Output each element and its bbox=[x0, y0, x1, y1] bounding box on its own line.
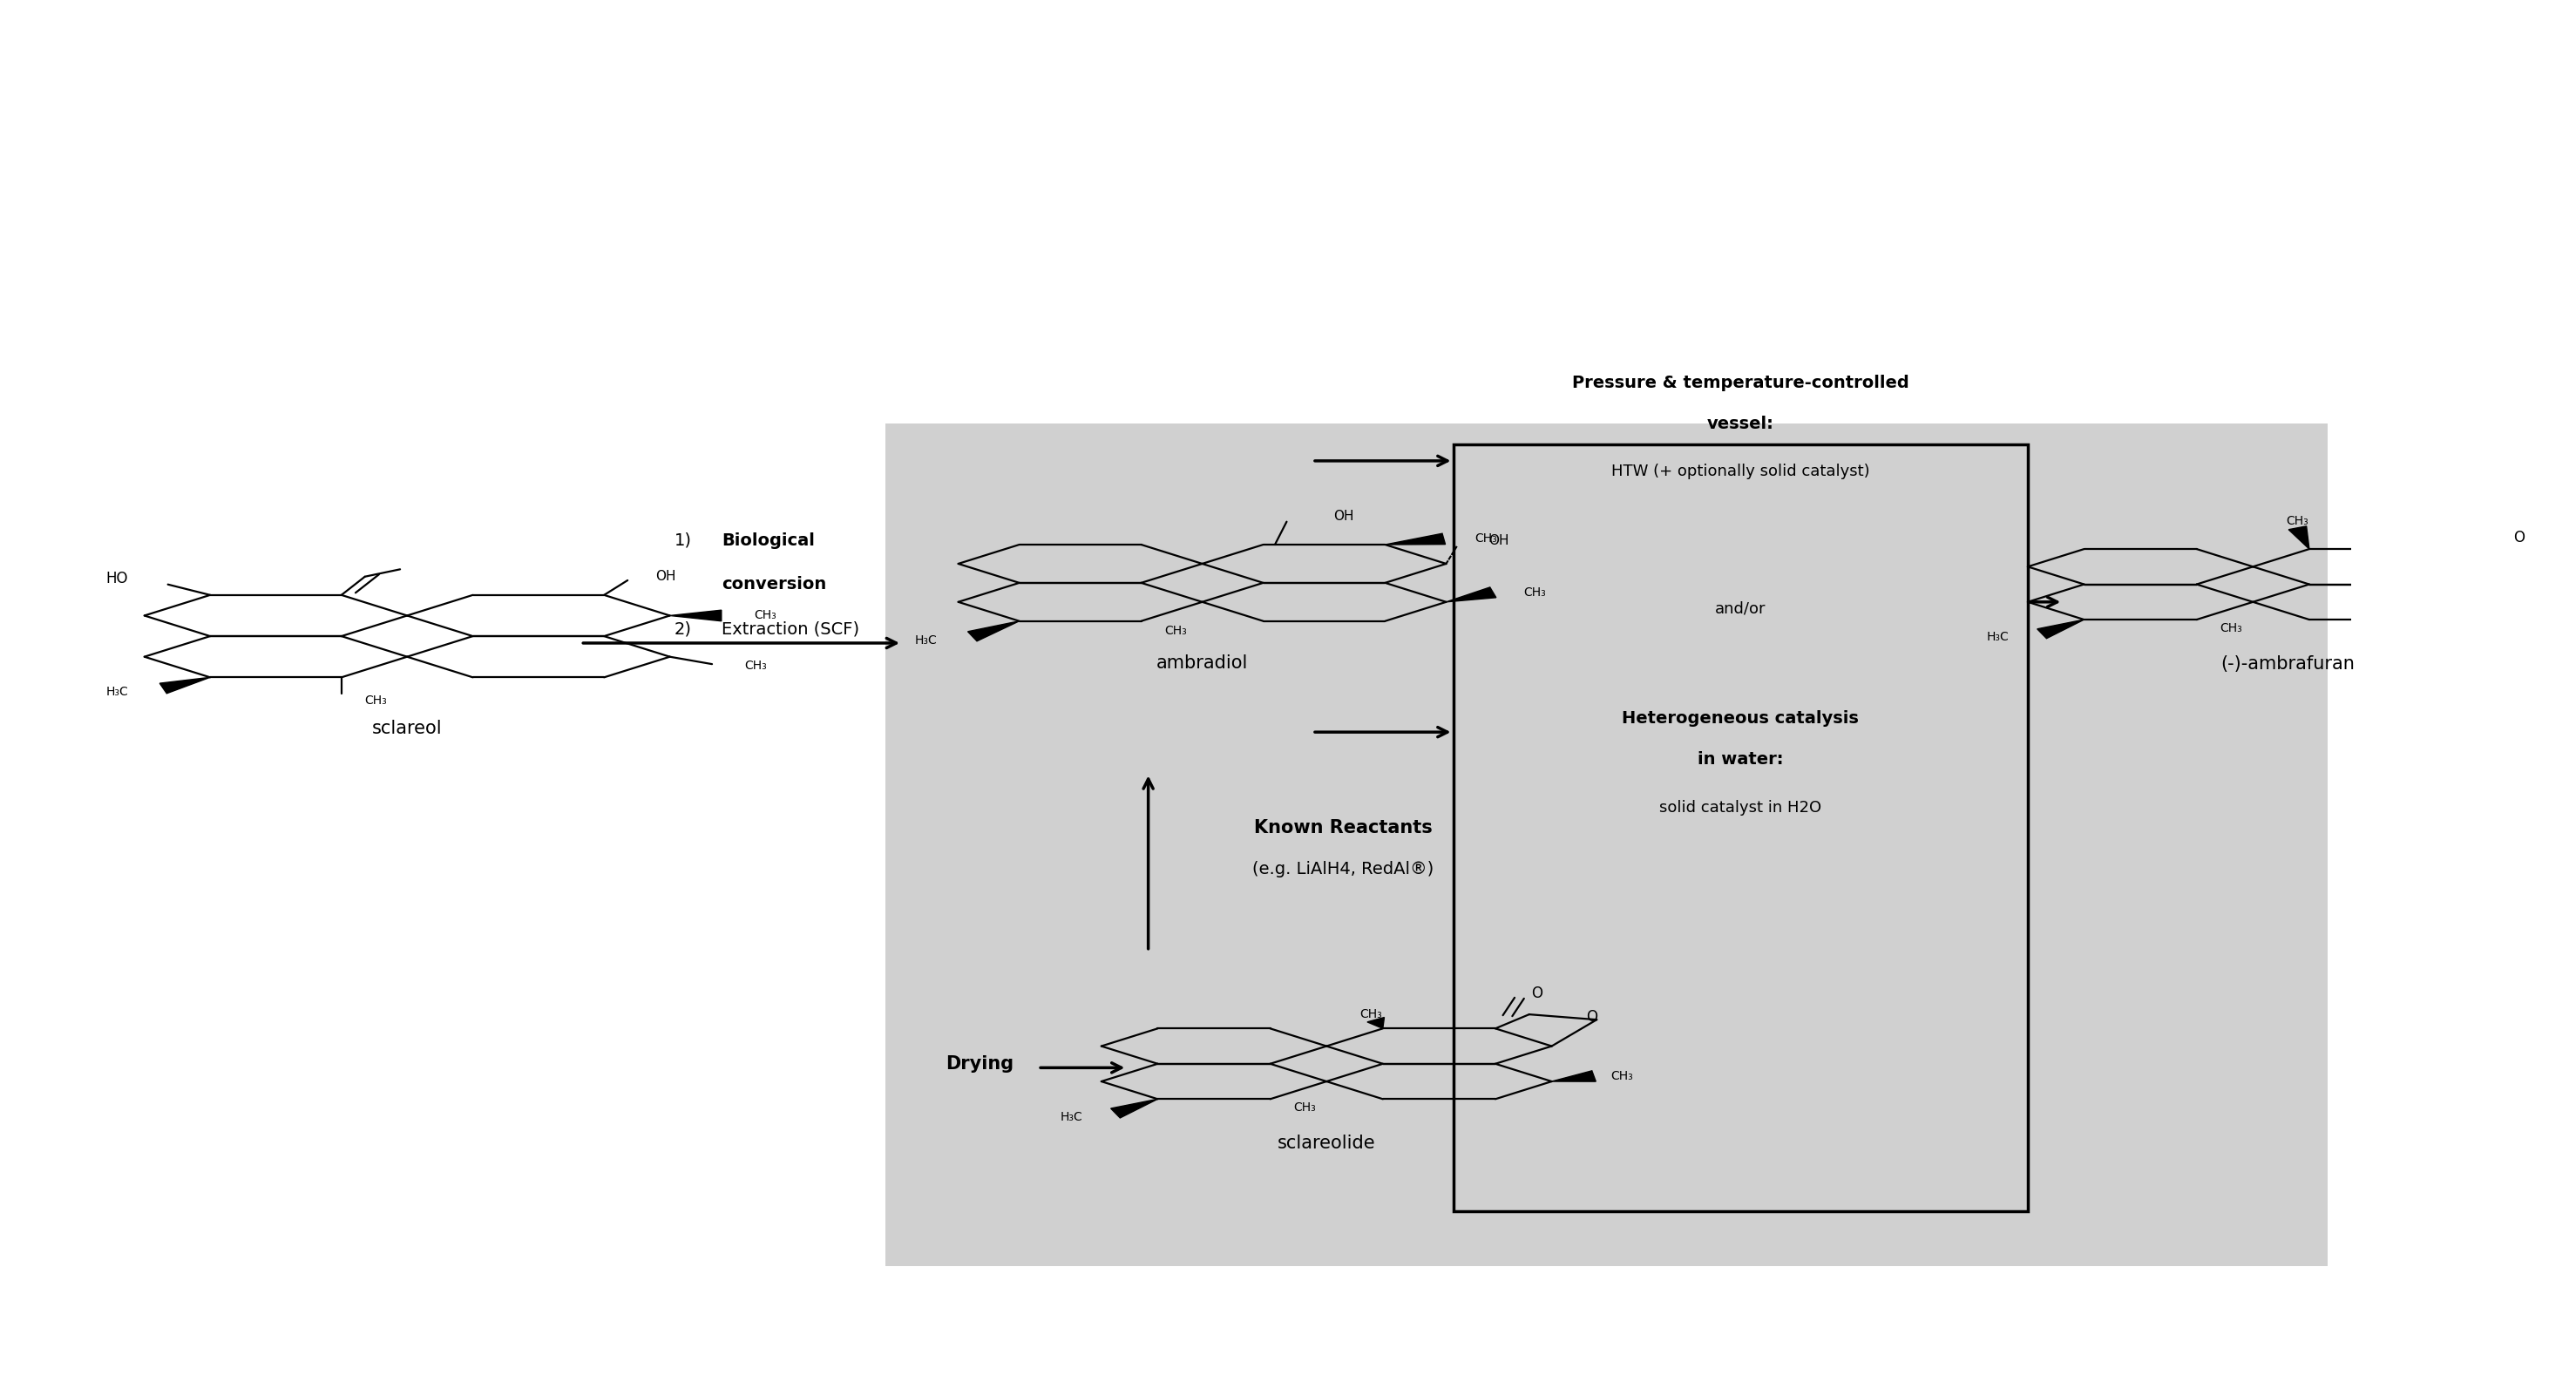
Text: CH₃: CH₃ bbox=[2221, 622, 2244, 634]
Text: 2): 2) bbox=[675, 621, 693, 637]
Text: CH₃: CH₃ bbox=[2287, 514, 2308, 527]
Text: sclareolide: sclareolide bbox=[1278, 1135, 1376, 1151]
Text: O: O bbox=[2514, 529, 2524, 546]
Text: (-)-ambrafuran: (-)-ambrafuran bbox=[2221, 655, 2354, 673]
Text: CH₃: CH₃ bbox=[1473, 533, 1497, 545]
Text: H₃C: H₃C bbox=[914, 634, 938, 647]
Text: 1): 1) bbox=[675, 532, 693, 549]
Text: HO: HO bbox=[106, 571, 129, 587]
Text: Drying: Drying bbox=[945, 1054, 1012, 1072]
Polygon shape bbox=[969, 621, 1020, 641]
Text: in water:: in water: bbox=[1698, 752, 1783, 768]
Polygon shape bbox=[1551, 1071, 1597, 1082]
Polygon shape bbox=[2287, 527, 2308, 549]
Text: CH₃: CH₃ bbox=[366, 695, 386, 708]
Polygon shape bbox=[670, 609, 721, 621]
Text: OH: OH bbox=[657, 571, 677, 583]
Text: Heterogeneous catalysis: Heterogeneous catalysis bbox=[1623, 710, 1860, 727]
Polygon shape bbox=[1445, 587, 1497, 603]
Text: Pressure & temperature-controlled: Pressure & temperature-controlled bbox=[1571, 375, 1909, 391]
Text: OH: OH bbox=[1489, 535, 1510, 547]
Text: CH₃: CH₃ bbox=[755, 609, 778, 622]
Text: CH₃: CH₃ bbox=[1293, 1101, 1316, 1114]
Text: sclareol: sclareol bbox=[371, 720, 443, 738]
Text: CH₃: CH₃ bbox=[1164, 625, 1188, 637]
Text: conversion: conversion bbox=[721, 576, 827, 593]
Bar bbox=[1453, 445, 2027, 1212]
Polygon shape bbox=[1110, 1099, 1157, 1118]
Text: O: O bbox=[1587, 1009, 1597, 1025]
Polygon shape bbox=[2038, 619, 2084, 638]
Polygon shape bbox=[1386, 533, 1445, 545]
Text: Biological: Biological bbox=[721, 532, 814, 549]
Text: vessel:: vessel: bbox=[1708, 416, 1775, 433]
Text: CH₃: CH₃ bbox=[744, 659, 768, 672]
Text: CH₃: CH₃ bbox=[1522, 586, 1546, 598]
Text: H₃C: H₃C bbox=[1061, 1111, 1082, 1122]
Text: O: O bbox=[1530, 985, 1543, 1001]
Text: HTW (+ optionally solid catalyst): HTW (+ optionally solid catalyst) bbox=[1610, 464, 1870, 480]
Polygon shape bbox=[160, 677, 211, 694]
Text: (e.g. LiAlH4, RedAl®): (e.g. LiAlH4, RedAl®) bbox=[1252, 861, 1435, 878]
Text: CH₃: CH₃ bbox=[1610, 1070, 1633, 1082]
Text: Known Reactants: Known Reactants bbox=[1255, 820, 1432, 836]
Text: H₃C: H₃C bbox=[106, 685, 129, 698]
Text: H₃C: H₃C bbox=[1986, 632, 2009, 644]
Text: CH₃: CH₃ bbox=[1360, 1009, 1383, 1020]
Polygon shape bbox=[1368, 1017, 1383, 1028]
Text: solid catalyst in H2O: solid catalyst in H2O bbox=[1659, 800, 1821, 815]
Text: Extraction (SCF): Extraction (SCF) bbox=[721, 621, 860, 637]
Bar bbox=[886, 424, 2329, 1266]
Text: ambradiol: ambradiol bbox=[1157, 655, 1249, 672]
Text: and/or: and/or bbox=[1716, 601, 1767, 616]
Text: OH: OH bbox=[1334, 510, 1355, 522]
